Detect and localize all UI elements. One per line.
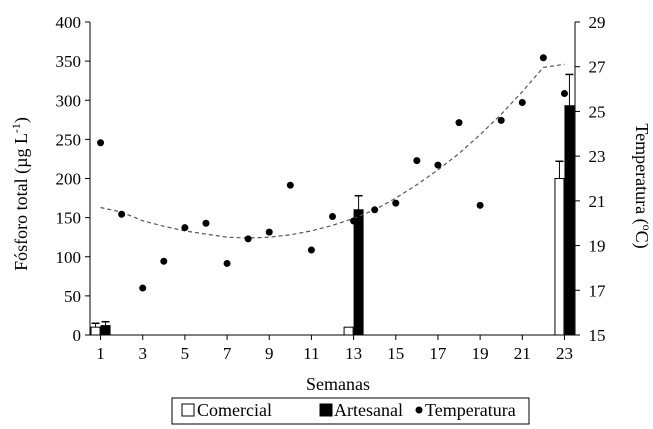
bar-artesanal	[564, 105, 575, 336]
legend-swatch-artesanal	[319, 403, 333, 417]
legend-box	[171, 397, 530, 425]
x-tick-label: 3	[138, 344, 147, 363]
temperature-point	[118, 210, 126, 218]
left-axis-title: Fósforo total (µg L-1)	[9, 117, 32, 271]
right-tick-label: 21	[589, 192, 606, 211]
x-tick-label: 15	[387, 344, 404, 363]
right-tick-label: 29	[589, 13, 606, 32]
temperature-point	[350, 217, 358, 225]
temperature-point	[560, 90, 568, 98]
temperature-point	[434, 161, 442, 169]
legend: Comercial Artesanal Temperatura	[171, 397, 530, 425]
temperature-point	[539, 54, 547, 62]
bar-artesanal	[100, 325, 111, 336]
temperature-point	[97, 139, 105, 147]
temperature-point	[244, 235, 252, 243]
right-tick-label: 27	[589, 58, 607, 77]
temperature-point	[286, 181, 294, 189]
right-tick-label: 23	[589, 147, 606, 166]
temperature-point	[329, 213, 336, 221]
legend-marker-temperatura	[415, 406, 423, 414]
temperature-point	[455, 119, 463, 127]
right-tick-label: 25	[589, 102, 606, 121]
left-tick-label: 400	[56, 13, 82, 32]
right-tick-label: 19	[589, 237, 606, 256]
x-tick-label: 13	[345, 344, 362, 363]
bar-comercial	[343, 326, 354, 336]
left-tick-label: 350	[56, 52, 82, 71]
x-axis-title: Semanas	[306, 374, 370, 394]
bar-artesanal	[353, 209, 364, 336]
temperature-point	[181, 224, 189, 232]
left-tick-label: 200	[56, 170, 82, 189]
temperature-point	[413, 157, 421, 165]
temperature-point	[265, 228, 273, 236]
temperature-point	[139, 284, 147, 292]
temperature-point	[307, 246, 315, 254]
x-tick-label: 11	[303, 344, 319, 363]
trendline	[100, 63, 565, 239]
right-tick-label: 17	[589, 281, 607, 300]
temperature-point	[223, 259, 231, 267]
x-tick-label: 19	[472, 344, 489, 363]
left-tick-label: 0	[73, 326, 82, 345]
x-tick-label: 17	[429, 344, 447, 363]
bar-comercial	[554, 178, 565, 336]
x-tick-label: 1	[96, 344, 105, 363]
temperature-point	[371, 206, 379, 214]
left-tick-label: 300	[56, 91, 82, 110]
temperature-point	[202, 219, 210, 227]
left-tick-label: 150	[56, 209, 82, 228]
legend-label-temperatura: Temperatura	[425, 400, 516, 420]
legend-label-artesanal: Artesanal	[334, 400, 403, 420]
x-tick-label: 5	[181, 344, 190, 363]
x-tick-label: 23	[556, 344, 573, 363]
left-tick-label: 100	[56, 248, 82, 267]
legend-swatch-comercial	[181, 403, 195, 417]
temperature-point	[476, 201, 484, 209]
x-tick-label: 7	[223, 344, 232, 363]
right-axis-title: Temperatura (oC)	[631, 123, 653, 248]
right-tick-label: 15	[589, 326, 606, 345]
temperature-point	[497, 116, 505, 124]
x-tick-label: 9	[265, 344, 274, 363]
legend-label-comercial: Comercial	[197, 400, 272, 420]
left-tick-label: 250	[56, 130, 82, 149]
temperature-point	[518, 98, 526, 106]
bar-comercial	[90, 326, 101, 336]
temperature-point	[392, 199, 400, 207]
temperature-point	[160, 257, 168, 265]
x-tick-label: 21	[514, 344, 531, 363]
plot-area	[90, 54, 575, 336]
left-tick-label: 50	[64, 287, 81, 306]
axes: 0501001502002503003504001517192123252729…	[56, 13, 607, 363]
